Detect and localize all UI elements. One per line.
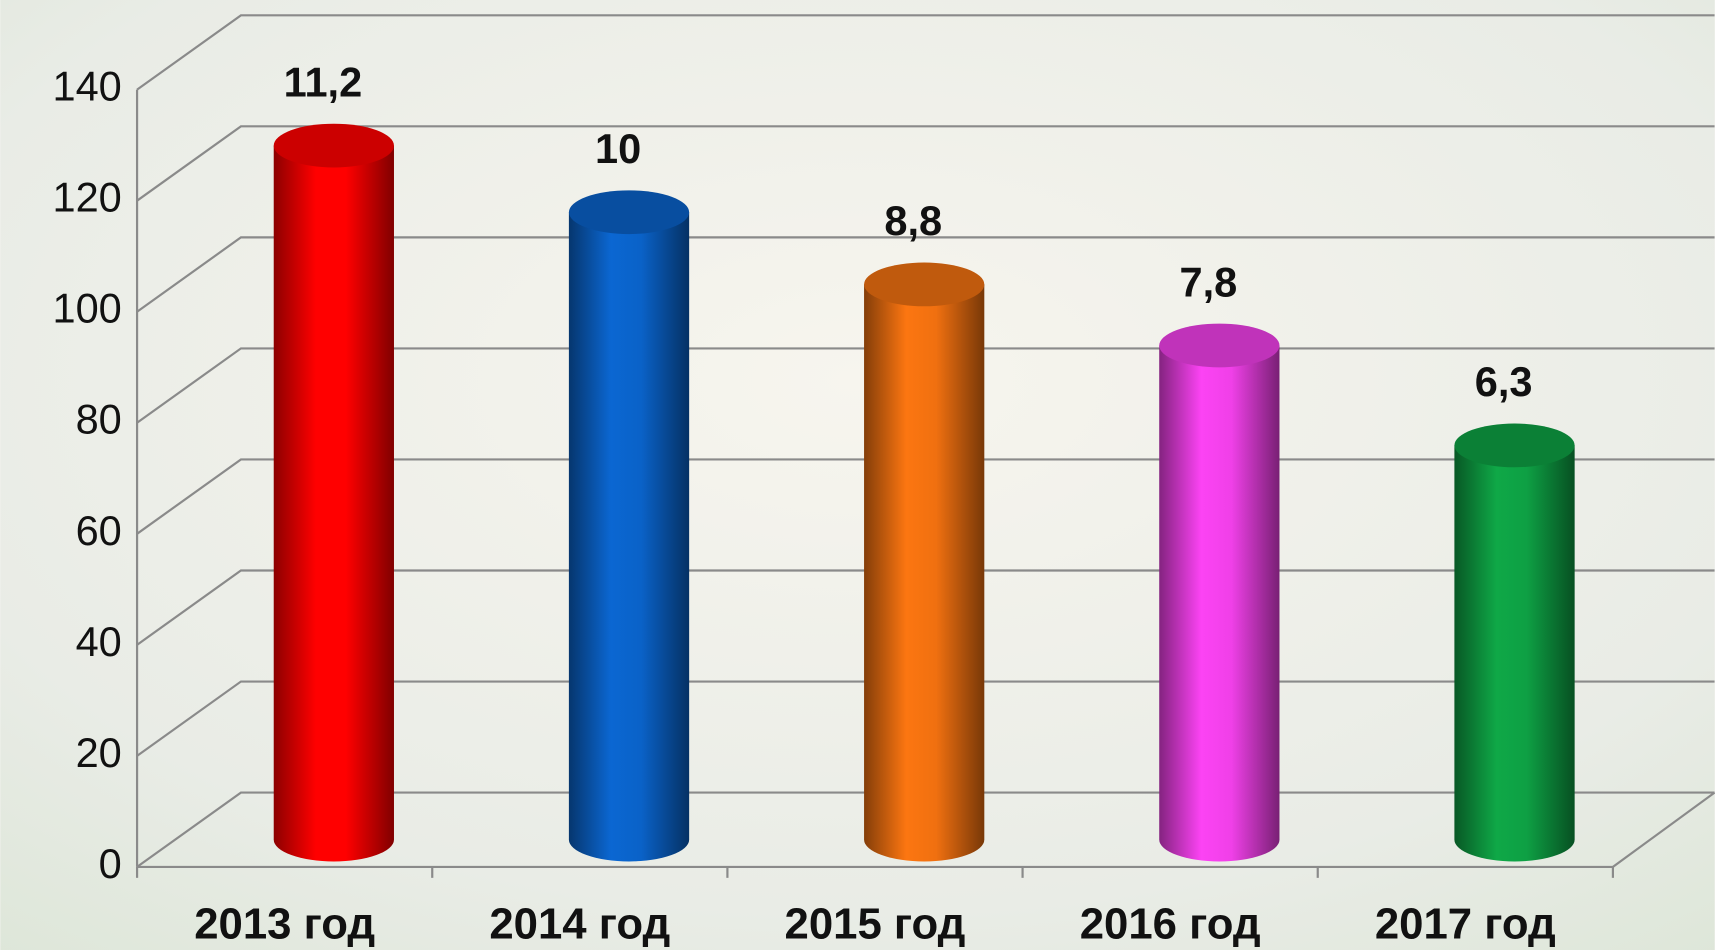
data-label: 7,8 [1180,258,1238,305]
bar [568,190,690,862]
x-tick-label: 2014 год [489,900,670,949]
grid-line [136,236,1715,313]
bar-top [568,190,690,235]
bar-body [864,284,985,862]
grid-line [136,125,1715,202]
y-tick-label: 0 [99,840,122,887]
bar-body [273,145,394,862]
x-tick-label: 2015 год [785,900,966,949]
bar-body [1159,345,1280,862]
bar [1159,323,1280,862]
bar-top [1159,323,1280,368]
bar [1454,423,1575,862]
x-tick-label: 2017 год [1375,900,1556,949]
y-tick-label: 140 [52,63,121,110]
bar-body [568,212,690,862]
y-tick-label: 20 [76,729,122,776]
bar-body [1454,445,1575,862]
data-label: 10 [595,125,641,172]
y-tick-label: 100 [52,285,121,332]
bar [864,262,985,862]
data-label: 8,8 [884,197,942,244]
y-tick-label: 60 [76,507,122,554]
grid-line [136,14,1715,91]
bar-top [864,262,985,307]
data-label: 6,3 [1475,358,1533,405]
y-tick-label: 40 [76,618,122,665]
y-tick-label: 120 [52,174,121,221]
x-tick-label: 2013 год [194,900,375,949]
data-label: 11,2 [284,58,363,105]
x-tick-label: 2016 год [1080,900,1261,949]
y-tick-label: 80 [76,396,122,443]
bar-top [1454,423,1575,468]
bar [273,123,394,862]
bar-top [273,123,394,168]
